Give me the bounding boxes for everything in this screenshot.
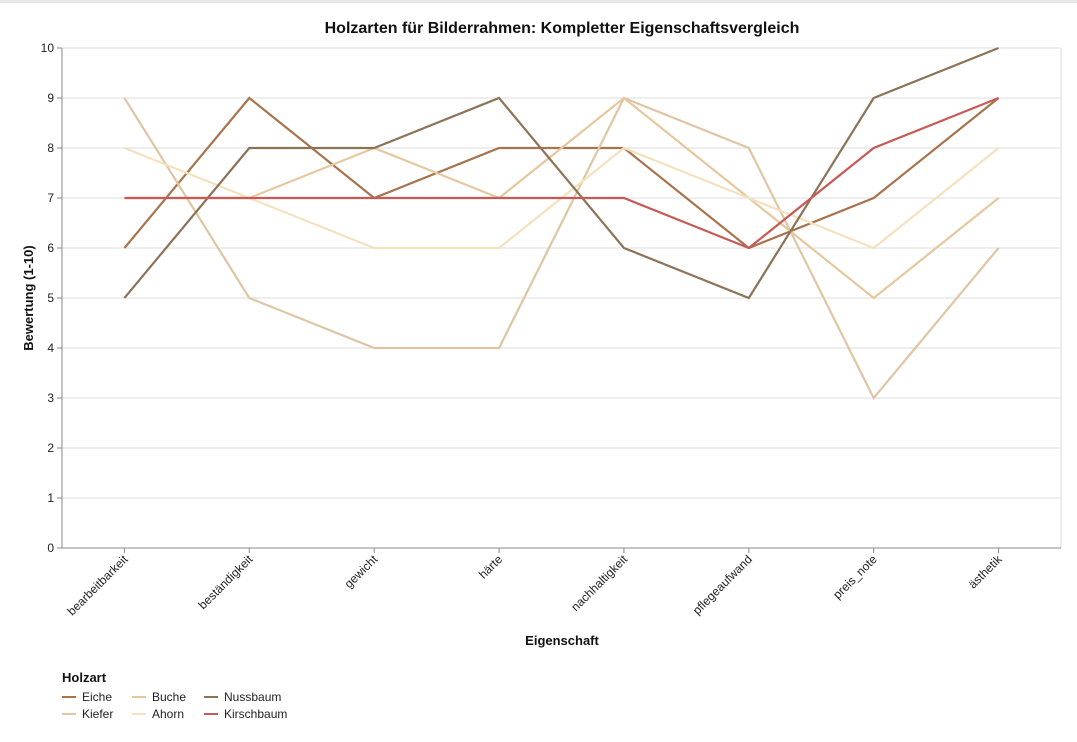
legend-title: Holzart	[62, 670, 107, 685]
series-line-buche	[124, 96, 1000, 300]
legend-item-buche: Buche	[132, 689, 204, 705]
y-tick-label: 0	[47, 541, 54, 555]
legend-item-nussbaum: Nussbaum	[204, 689, 314, 705]
x-tick-label: gewicht	[342, 552, 381, 591]
legend-item-ahorn: Ahorn	[132, 706, 204, 722]
chart-title: Holzarten für Bilderrahmen: Kompletter E…	[325, 20, 800, 37]
legend-label: Kirschbaum	[224, 707, 288, 721]
y-tick-label: 6	[47, 241, 54, 255]
legend-label: Ahorn	[152, 707, 185, 721]
legend-item-kiefer: Kiefer	[62, 706, 132, 722]
x-tick-label: nachhaltigkeit	[568, 552, 630, 614]
series-line-kirschbaum	[124, 96, 999, 250]
top-border	[0, 0, 1077, 3]
legend-item-eiche: Eiche	[62, 689, 132, 705]
series-line-nussbaum	[123, 46, 999, 300]
legend: Holzart Eiche Buche Nussbaum Kiefer Ahorn Kir…	[62, 670, 314, 722]
y-tick-label: 10	[41, 41, 55, 55]
legend-swatch-icon	[204, 696, 218, 698]
x-tick-label: pflegeaufwand	[690, 552, 755, 617]
y-tick-label: 3	[47, 391, 54, 405]
legend-label: Nussbaum	[224, 690, 282, 704]
legend-swatch-icon	[132, 713, 146, 715]
y-axis-title: Bewertung (1-10)	[21, 245, 36, 350]
x-tick-label: bearbeitbarkeit	[65, 552, 132, 619]
x-tick-label: beständigkeit	[196, 552, 256, 612]
legend-swatch-icon	[62, 713, 76, 715]
legend-label: Eiche	[82, 690, 113, 704]
x-tick-label: härte	[476, 552, 505, 581]
y-tick-label: 8	[47, 141, 54, 155]
x-axis-title: Eigenschaft	[525, 633, 599, 648]
y-axis: 0 1 2 3 4 5 6 7 8 9 10	[41, 41, 63, 555]
y-tick-label: 1	[47, 491, 54, 505]
gridlines	[62, 47, 1062, 549]
y-tick-label: 2	[47, 441, 54, 455]
legend-items: Eiche Buche Nussbaum Kiefer Ahorn Kirschbaum	[62, 689, 314, 722]
x-tick-label: ästhetik	[966, 552, 1006, 592]
y-tick-label: 5	[47, 291, 54, 305]
legend-swatch-icon	[204, 713, 218, 715]
y-tick-label: 7	[47, 191, 54, 205]
x-axis: bearbeitbarkeit beständigkeit gewicht härte…	[62, 547, 1061, 619]
series-line-kiefer	[123, 96, 1000, 400]
legend-item-kirschbaum: Kirschbaum	[204, 706, 314, 722]
y-tick-label: 9	[47, 91, 54, 105]
series-lines	[123, 46, 1000, 400]
legend-label: Kiefer	[82, 707, 114, 721]
x-tick-label: preis_note	[830, 552, 880, 602]
y-tick-label: 4	[47, 341, 54, 355]
legend-label: Buche	[152, 690, 187, 704]
legend-swatch-icon	[132, 696, 146, 698]
legend-swatch-icon	[62, 696, 76, 698]
